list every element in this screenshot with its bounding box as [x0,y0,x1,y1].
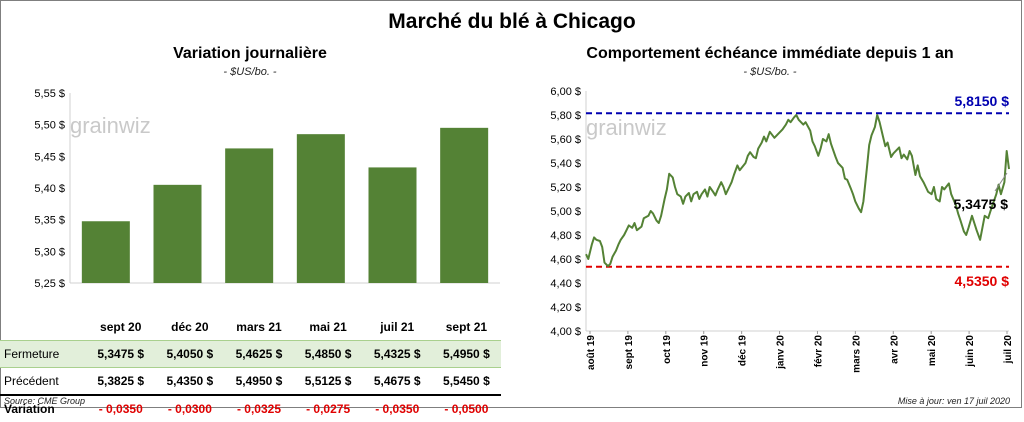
table-cell: 5,4350 $ [155,367,225,396]
y-tick-label: 4,60 $ [550,254,581,266]
x-tick-label: oct 19 [662,335,673,364]
category-label: mars 21 [236,320,282,334]
x-tick-label: déc 19 [738,335,749,367]
y-tick-label: 5,30 $ [34,246,65,258]
update-note: Mise à jour: ven 17 juil 2020 [897,396,1010,406]
y-tick-label: 4,20 $ [550,302,581,314]
price-series-line [585,114,1010,268]
table-cell: 5,5450 $ [431,367,501,396]
left-panel-unit: - $US/bo. - [223,66,277,78]
table-cell: - 0,0500 [444,402,489,416]
y-tick-label: 4,00 $ [550,326,581,338]
table-cell: 5,4325 $ [362,340,432,368]
table-cell: 5,4675 $ [362,367,432,396]
table-cell: - 0,0350 [375,402,420,416]
y-tick-label: 5,00 $ [550,206,581,218]
table-cell: 5,4850 $ [293,340,363,368]
y-tick-label: 5,45 $ [34,151,65,163]
watermark: grainwiz [70,113,151,138]
bar [368,167,417,283]
table-cell: 5,5125 $ [293,367,363,396]
row-label: Fermeture [0,340,87,368]
table-cell: 5,4050 $ [155,340,225,368]
table-cell: 5,4950 $ [431,340,501,368]
page-title: Marché du blé à Chicago [388,10,636,33]
y-tick-label: 5,60 $ [550,134,581,146]
y-tick-label: 5,40 $ [34,183,65,195]
x-tick-label: juin 20 [965,335,976,368]
bar [81,221,130,283]
line-chart: grainwiz 4,00 $ 4,20 $ 4,40 $ 4,60 $ 4,80 $ 5… [550,86,1014,373]
table-cell: 5,3475 $ [86,340,156,368]
bar [440,127,489,283]
prices-table: sept 20 déc 20 mars 21 mai 21 juil 21 se… [0,314,501,422]
x-tick-label: nov 19 [700,335,711,367]
bar [296,134,345,283]
bar [153,184,202,283]
current-price-leader [994,172,1008,192]
category-label: mai 21 [309,320,347,334]
x-tick-label: août 19 [586,335,597,370]
current-price-label: 5,3475 $ [954,196,1009,212]
table-cell: - 0,0325 [236,402,281,416]
header-row: sept 20 déc 20 mars 21 mai 21 juil 21 se… [0,314,501,341]
low-price-label: 4,5350 $ [955,273,1010,289]
table-cell: 5,4625 $ [224,340,294,368]
bar-chart: grainwiz 5,25 $ 5,30 $ 5,35 $ 5,40 $ 5,45 $ 5… [34,88,500,290]
table-row-fermeture: Fermeture 5,3475 $ 5,4050 $ 5,4625 $ 5,4… [0,340,501,368]
y-tick-label: 6,00 $ [550,86,581,98]
x-tick-label: janv 20 [776,335,787,370]
y-tick-label: 5,20 $ [550,182,581,194]
table-row-precedent: Précédent 5,3825 $ 5,4350 $ 5,4950 $ 5,5… [0,367,501,396]
x-tick-label: févr 20 [813,335,824,368]
table-cell: - 0,0350 [98,402,143,416]
y-tick-label: 5,35 $ [34,215,65,227]
bar [225,148,274,283]
left-panel-title: Variation journalière [173,45,327,62]
table-cell: 5,4950 $ [224,367,294,396]
table-cell: 5,3825 $ [86,367,156,396]
right-panel-unit: - $US/bo. - [743,66,797,78]
outer-frame [0,0,1022,408]
x-tick-label: juil 20 [1003,335,1014,365]
table-cell: - 0,0300 [167,402,212,416]
y-tick-label: 5,55 $ [34,88,65,100]
y-tick-label: 5,40 $ [550,158,581,170]
right-panel-title: Comportement échéance immédiate depuis 1… [586,45,954,62]
y-tick-label: 4,80 $ [550,230,581,242]
x-tick-label: sept 19 [624,335,635,370]
x-tick-label: mars 20 [851,335,862,373]
x-tick-label: avr 20 [889,335,900,364]
category-label: déc 20 [171,320,209,334]
watermark: grainwiz [586,115,667,140]
y-tick-label: 5,80 $ [550,110,581,122]
high-price-label: 5,8150 $ [955,93,1010,109]
category-label: sept 20 [100,320,142,334]
x-tick-label: mai 20 [927,335,938,367]
y-tick-label: 5,25 $ [34,278,65,290]
category-label: juil 21 [380,320,415,334]
source-note: Source: CME Group [4,396,86,406]
y-tick-label: 5,50 $ [34,120,65,132]
row-label: Précédent [0,367,87,396]
table-cell: - 0,0275 [306,402,351,416]
header-blank [0,314,86,341]
y-tick-label: 4,40 $ [550,278,581,290]
category-label: sept 21 [445,320,488,334]
